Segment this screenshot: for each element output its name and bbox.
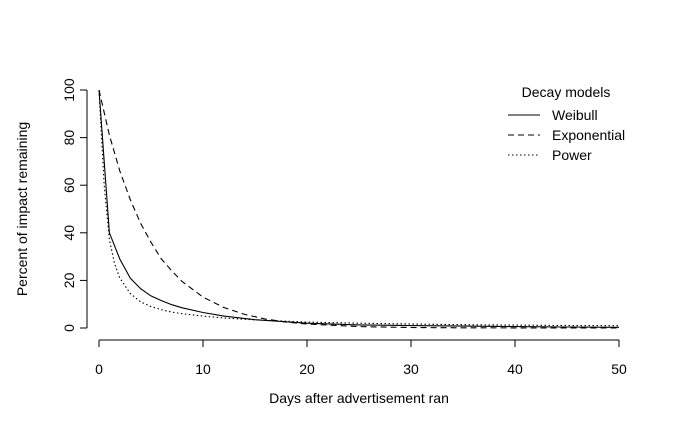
y-ticks: 0 20 40 60 80 100 — [61, 78, 87, 332]
legend: Decay models Weibull Exponential Power — [508, 84, 625, 163]
series-line-exponential — [98, 89, 619, 329]
x-axis-title: Days after advertisement ran — [269, 390, 449, 406]
x-tick-label: 40 — [507, 361, 523, 377]
axes: 0 10 20 30 40 50 0 20 40 60 80 100 — [61, 78, 627, 377]
y-axis-title: Percent of impact remaining — [14, 122, 30, 296]
series-line-power — [98, 89, 620, 327]
series-line-weibull — [98, 89, 620, 328]
y-tick-label: 40 — [61, 225, 77, 241]
series-group — [98, 89, 620, 329]
x-tick-label: 20 — [299, 361, 315, 377]
legend-label-weibull: Weibull — [552, 107, 598, 123]
y-tick-label: 80 — [61, 130, 77, 146]
y-tick-label: 20 — [61, 272, 77, 288]
x-ticks: 0 10 20 30 40 50 — [95, 340, 627, 377]
x-tick-label: 10 — [195, 361, 211, 377]
x-tick-label: 0 — [95, 361, 103, 377]
legend-label-exponential: Exponential — [552, 127, 625, 143]
legend-items: Weibull Exponential Power — [508, 107, 625, 163]
y-tick-label: 60 — [61, 177, 77, 193]
y-tick-label: 0 — [61, 324, 77, 332]
y-tick-label: 100 — [61, 78, 77, 102]
legend-title: Decay models — [522, 84, 611, 100]
x-tick-label: 50 — [611, 361, 627, 377]
x-tick-label: 30 — [403, 361, 419, 377]
legend-label-power: Power — [552, 147, 592, 163]
